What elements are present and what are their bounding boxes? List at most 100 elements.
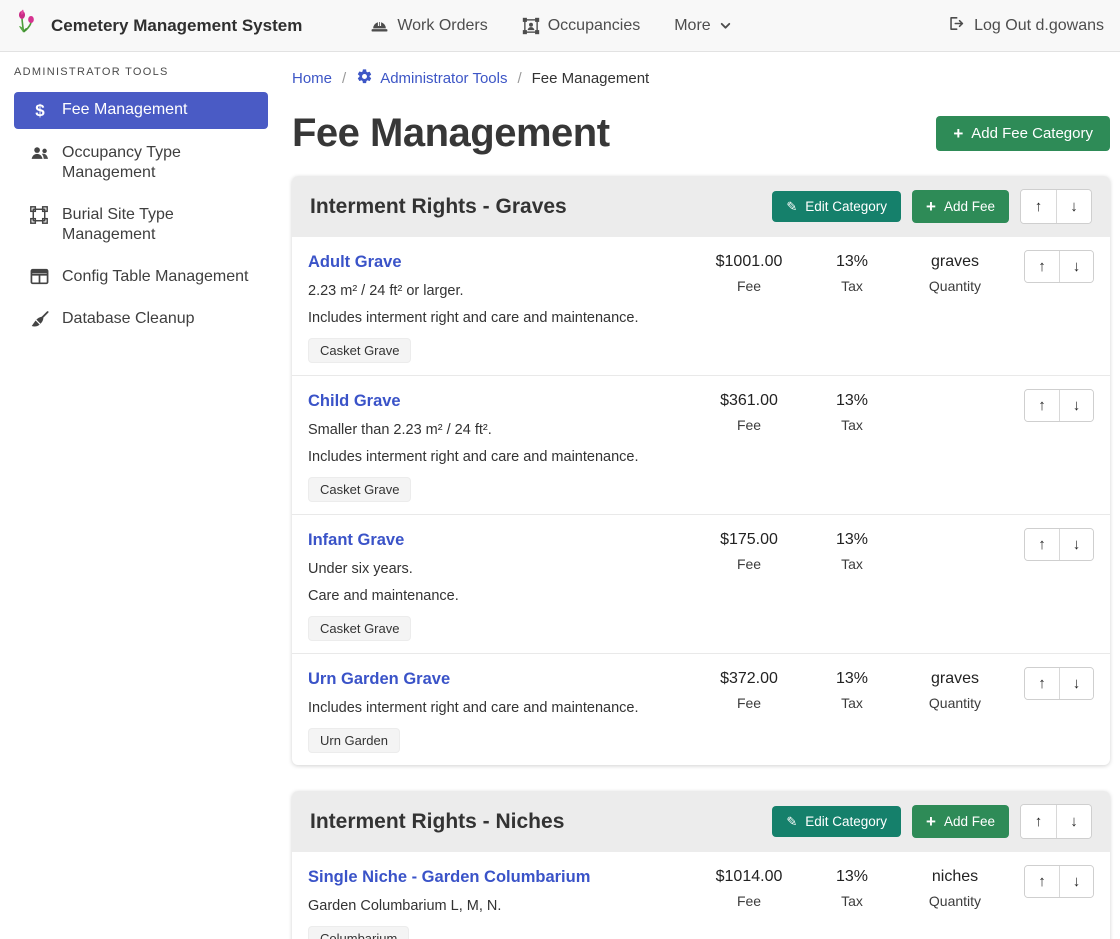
tax-label: Tax [841, 417, 863, 433]
move-category-up-button[interactable]: ↑ [1021, 190, 1056, 223]
move-fee-down-button[interactable]: ↓ [1059, 866, 1093, 897]
fee-description: Smaller than 2.23 m² / 24 ft². [308, 422, 492, 438]
fee-tax: 13% Tax [804, 528, 900, 572]
move-category-down-button[interactable]: ↓ [1056, 190, 1091, 223]
breadcrumb: Home / Administrator Tools / Fee Managem… [292, 68, 1110, 89]
category-list: Interment Rights - Graves ✎ Edit Categor… [292, 176, 1110, 939]
fee-name-link[interactable]: Infant Grave [308, 531, 405, 549]
fee-quantity [900, 528, 1010, 532]
move-fee-up-button[interactable]: ↑ [1025, 390, 1059, 421]
fee-description: Includes interment right and care and ma… [308, 449, 639, 465]
move-fee-up-button[interactable]: ↑ [1025, 866, 1059, 897]
gear-icon [356, 68, 373, 89]
category-title: Interment Rights - Niches [310, 809, 565, 833]
move-fee-down-button[interactable]: ↓ [1059, 529, 1093, 560]
fee-name-link[interactable]: Child Grave [308, 392, 401, 410]
fee-reorder-group: ↑ ↓ [1024, 865, 1094, 898]
sidebar-item-label: Fee Management [62, 101, 188, 118]
nav-more[interactable]: More [674, 17, 731, 35]
fee-type-badge: Columbarium [308, 926, 410, 939]
fee-row: Child Grave Smaller than 2.23 m² / 24 ft… [292, 376, 1110, 515]
fee-name-link[interactable]: Urn Garden Grave [308, 670, 451, 688]
dollar-icon: $ [35, 101, 45, 120]
move-fee-up-button[interactable]: ↑ [1025, 668, 1059, 699]
breadcrumb-separator: / [342, 70, 347, 87]
fee-tax: 13% Tax [804, 667, 900, 711]
move-category-up-button[interactable]: ↑ [1021, 805, 1056, 838]
fee-description: Care and maintenance. [308, 588, 459, 604]
fee-reorder-group: ↑ ↓ [1024, 667, 1094, 700]
top-navbar: Cemetery Management System Work Orders O… [0, 0, 1120, 52]
fee-type-badge: Casket Grave [308, 616, 412, 641]
fee-name-link[interactable]: Single Niche - Garden Columbarium [308, 868, 591, 886]
sidebar-item-database-cleanup[interactable]: Database Cleanup [14, 301, 268, 337]
sidebar-item-burial-site-type[interactable]: Burial Site Type Management [14, 197, 268, 253]
sidebar-item-config-table[interactable]: Config Table Management [14, 259, 268, 295]
nav-more-label: More [674, 16, 711, 34]
logout-label: Log Out d.gowans [974, 16, 1104, 34]
plus-icon: + [926, 197, 936, 216]
fee-description: 2.23 m² / 24 ft² or larger. [308, 283, 464, 299]
app-brand: Cemetery Management System [16, 8, 302, 43]
fee-row: Single Niche - Garden Columbarium Garden… [292, 852, 1110, 939]
fee-quantity: niches Quantity [900, 865, 1010, 909]
fee-rows: Single Niche - Garden Columbarium Garden… [292, 852, 1110, 939]
sidebar-item-fee-management[interactable]: $ Fee Management [14, 92, 268, 129]
fee-description: Under six years. [308, 561, 413, 577]
fee-row: Infant Grave Under six years. Care and ma… [292, 515, 1110, 654]
app-title: Cemetery Management System [51, 15, 303, 35]
move-fee-down-button[interactable]: ↓ [1059, 390, 1093, 421]
fee-reorder-group: ↑ ↓ [1024, 250, 1094, 283]
logout-icon [947, 15, 965, 37]
fee-tax: 13% Tax [804, 389, 900, 433]
add-fee-button[interactable]: + Add Fee [912, 805, 1009, 838]
nav-occupancies[interactable]: Occupancies [522, 16, 641, 35]
fee-label: Fee [736, 893, 762, 909]
edit-category-button[interactable]: ✎ Edit Category [772, 806, 902, 837]
sidebar-item-label: Database Cleanup [62, 310, 195, 327]
tax-label: Tax [841, 893, 863, 909]
sidebar-item-label: Config Table Management [62, 268, 249, 285]
fee-amount: $361.00 Fee [694, 389, 804, 433]
category-title: Interment Rights - Graves [310, 194, 567, 218]
fee-type-badge: Urn Garden [308, 728, 400, 753]
quantity-label: Quantity [928, 893, 982, 909]
occupancy-frame-icon [522, 17, 540, 35]
category-header: Interment Rights - Graves ✎ Edit Categor… [292, 176, 1110, 237]
fee-label: Fee [736, 417, 762, 433]
sidebar-item-occupancy-type[interactable]: Occupancy Type Management [14, 135, 268, 191]
fee-type-badge: Casket Grave [308, 477, 412, 502]
quantity-label: Quantity [928, 278, 982, 294]
add-fee-category-button[interactable]: + Add Fee Category [936, 116, 1110, 151]
fee-row: Urn Garden Grave Includes interment righ… [292, 654, 1110, 765]
fee-tax: 13% Tax [804, 250, 900, 294]
fee-category-card: Interment Rights - Niches ✎ Edit Categor… [292, 791, 1110, 939]
category-reorder-group: ↑ ↓ [1020, 189, 1092, 224]
main-content: Home / Administrator Tools / Fee Managem… [280, 52, 1120, 939]
fee-amount: $372.00 Fee [694, 667, 804, 711]
breadcrumb-admin-tools-link[interactable]: Administrator Tools [380, 70, 508, 87]
nav-occupancies-label: Occupancies [547, 16, 641, 34]
tulip-logo-icon [16, 8, 42, 43]
tax-label: Tax [841, 556, 863, 572]
nav-work-orders-label: Work Orders [397, 16, 488, 34]
fee-rows: Adult Grave 2.23 m² / 24 ft² or larger. I… [292, 237, 1110, 765]
move-fee-up-button[interactable]: ↑ [1025, 529, 1059, 560]
logout-button[interactable]: Log Out d.gowans [947, 15, 1104, 37]
add-fee-button[interactable]: + Add Fee [912, 190, 1009, 223]
nav-work-orders[interactable]: Work Orders [370, 16, 488, 35]
edit-category-button[interactable]: ✎ Edit Category [772, 191, 902, 222]
move-category-down-button[interactable]: ↓ [1056, 805, 1091, 838]
fee-reorder-group: ↑ ↓ [1024, 389, 1094, 422]
move-fee-down-button[interactable]: ↓ [1059, 668, 1093, 699]
sidebar-heading: ADMINISTRATOR TOOLS [14, 66, 169, 78]
fee-category-card: Interment Rights - Graves ✎ Edit Categor… [292, 176, 1110, 765]
fee-quantity: graves Quantity [900, 250, 1010, 294]
fee-name-link[interactable]: Adult Grave [308, 253, 402, 271]
move-fee-up-button[interactable]: ↑ [1025, 251, 1059, 282]
move-fee-down-button[interactable]: ↓ [1059, 251, 1093, 282]
hard-hat-icon [370, 18, 389, 34]
plus-icon: + [926, 812, 936, 831]
breadcrumb-home-link[interactable]: Home [292, 70, 333, 87]
plus-icon: + [953, 124, 964, 143]
